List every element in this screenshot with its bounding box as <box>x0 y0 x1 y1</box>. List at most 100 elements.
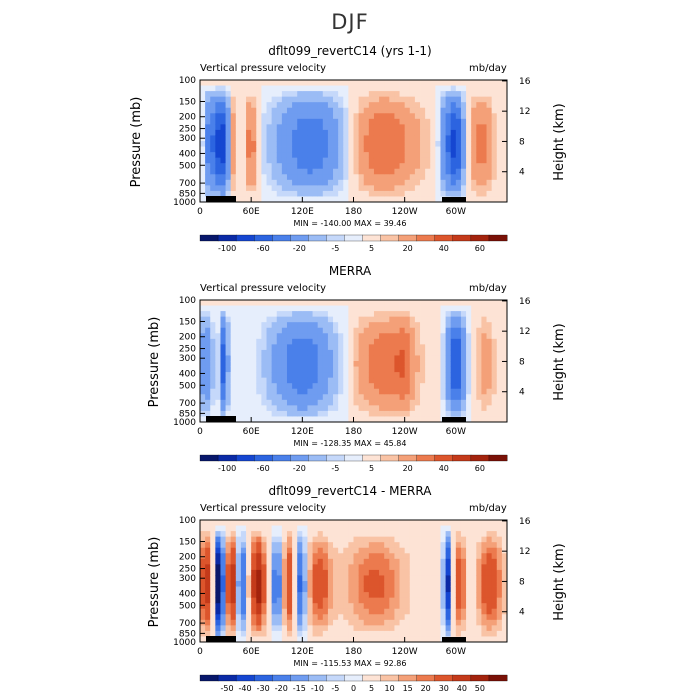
heatmap-cell <box>358 531 365 538</box>
heatmap-cell <box>281 592 288 599</box>
heatmap-cell <box>317 190 324 197</box>
heatmap-cell <box>471 608 477 615</box>
heatmap-cell <box>333 102 339 109</box>
heatmap-cell <box>496 129 503 136</box>
heatmap-cell <box>435 416 441 423</box>
heatmap-cell <box>251 525 257 532</box>
heatmap-cell <box>420 377 426 384</box>
heatmap-cell <box>476 416 482 423</box>
heatmap-cell <box>363 542 370 549</box>
heatmap-cell <box>425 608 431 615</box>
heatmap-cell <box>481 575 487 582</box>
heatmap-cell <box>317 558 324 565</box>
heatmap-cell <box>486 575 493 582</box>
heatmap-cell <box>481 163 487 170</box>
heatmap-cell <box>358 542 365 549</box>
heatmap-cell <box>343 542 349 549</box>
heatmap-cell <box>353 564 360 571</box>
heatmap-cell <box>450 619 457 626</box>
heatmap-cell <box>297 91 303 98</box>
heatmap-cell <box>363 377 370 384</box>
heatmap-cell <box>205 586 211 593</box>
heatmap-cell <box>246 569 252 576</box>
heatmap-cell <box>353 547 360 554</box>
heatmap-cell <box>338 553 344 560</box>
heatmap-cell <box>302 366 308 373</box>
heatmap-cell <box>312 410 319 417</box>
heatmap-cell <box>476 344 482 351</box>
heatmap-cell <box>420 168 426 175</box>
heatmap-cell <box>491 630 498 637</box>
heatmap-cell <box>338 619 344 626</box>
heatmap-cell <box>491 405 498 412</box>
heatmap-cell <box>276 625 283 632</box>
heatmap-cell <box>450 410 457 417</box>
heatmap-cell <box>425 569 431 576</box>
panel-2-field <box>200 300 508 423</box>
heatmap-cell <box>200 163 206 170</box>
heatmap-cell <box>491 185 498 192</box>
heatmap-cell <box>235 388 242 395</box>
heatmap-cell <box>220 163 226 170</box>
heatmap-cell <box>302 416 308 423</box>
heatmap-cell <box>240 118 247 125</box>
heatmap-cell <box>384 338 390 345</box>
heatmap-cell <box>363 135 370 142</box>
heatmap-cell <box>220 597 226 604</box>
heatmap-cell <box>322 333 329 340</box>
heatmap-cell <box>297 525 303 532</box>
heatmap-cell <box>399 564 406 571</box>
pressure-tick-label: 700 <box>179 399 196 409</box>
heatmap-cell <box>394 625 400 632</box>
colorbar-label: -20 <box>293 244 306 253</box>
heatmap-cell <box>317 581 324 587</box>
heatmap-cell <box>261 129 267 136</box>
heatmap-cell <box>240 333 247 340</box>
heatmap-cell <box>271 361 278 367</box>
heatmap-cell <box>476 372 482 379</box>
heatmap-cell <box>292 399 298 406</box>
heatmap-cell <box>466 80 472 86</box>
heatmap-cell <box>286 85 293 92</box>
heatmap-cell <box>333 152 339 159</box>
heatmap-cell <box>353 102 360 109</box>
heatmap-cell <box>286 410 293 417</box>
heatmap-cell <box>271 355 278 362</box>
heatmap-cell <box>481 333 487 340</box>
heatmap-cell <box>266 141 273 147</box>
heatmap-cell <box>368 141 375 147</box>
heatmap-cell <box>455 305 462 312</box>
heatmap-cell <box>261 174 267 181</box>
heatmap-cell <box>404 586 411 593</box>
heatmap-cell <box>348 630 354 637</box>
heatmap-cell <box>501 630 508 637</box>
heatmap-cell <box>261 547 267 554</box>
heatmap-cell <box>302 349 308 356</box>
heatmap-cell <box>205 399 211 406</box>
heatmap-cell <box>430 179 436 186</box>
heatmap-cell <box>281 196 288 203</box>
heatmap-cell <box>420 619 426 626</box>
heatmap-cell <box>481 361 487 367</box>
heatmap-cell <box>425 338 431 345</box>
heatmap-cell <box>368 547 375 554</box>
heatmap-cell <box>205 608 211 615</box>
heatmap-cell <box>389 179 395 186</box>
heatmap-cell <box>450 185 457 192</box>
heatmap-cell <box>358 305 365 312</box>
heatmap-cell <box>394 355 400 362</box>
heatmap-cell <box>353 91 360 98</box>
heatmap-cell <box>240 85 247 92</box>
heatmap-cell <box>450 625 457 632</box>
heatmap-cell <box>307 586 313 593</box>
heatmap-cell <box>215 388 221 395</box>
heatmap-cell <box>200 614 206 621</box>
heatmap-cell <box>230 553 237 560</box>
heatmap-cell <box>373 372 380 379</box>
heatmap-cell <box>455 377 462 384</box>
heatmap-cell <box>404 146 411 153</box>
heatmap-cell <box>333 361 339 367</box>
heatmap-cell <box>491 190 498 197</box>
heatmap-cell <box>327 124 334 131</box>
heatmap-cell <box>496 597 503 604</box>
